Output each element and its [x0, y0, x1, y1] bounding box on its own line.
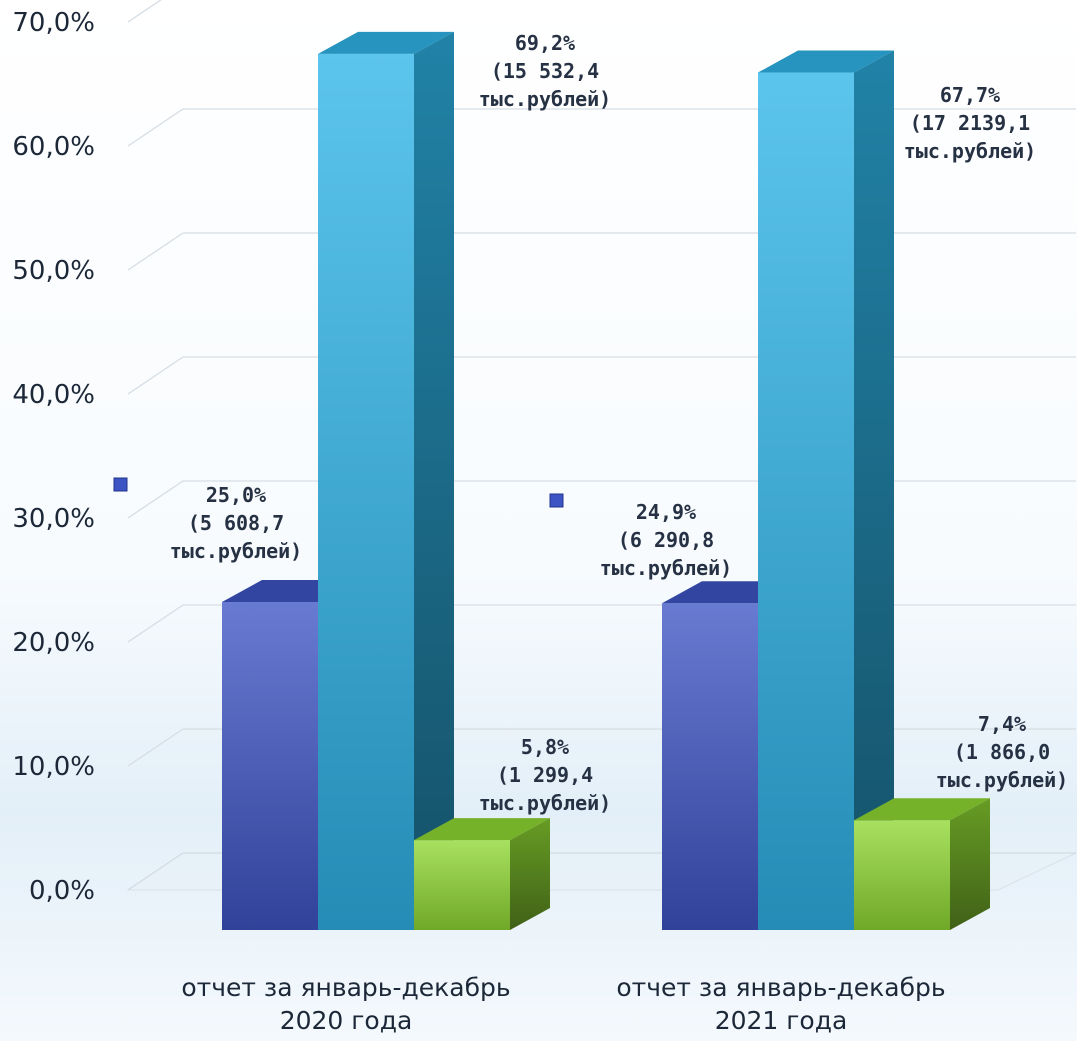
y-tick-label: 20,0%: [12, 628, 95, 658]
legend-marker: [113, 477, 128, 492]
legend-markers: [113, 477, 564, 508]
legend-marker: [549, 493, 564, 508]
bar: [758, 50, 894, 930]
bar-front: [758, 72, 854, 930]
data-label: тыс.рублей): [170, 539, 302, 563]
bars: [222, 31, 990, 931]
gridline-stub: [127, 604, 184, 643]
data-label: 67,7%: [940, 83, 1000, 107]
data-label: тыс.рублей): [479, 791, 611, 815]
data-label: 24,9%: [636, 500, 696, 524]
bar-top: [318, 31, 454, 54]
x-category-label: 2020 года: [280, 1006, 413, 1035]
bar-top: [414, 818, 550, 841]
y-axis: 0,0% 10,0% 20,0% 30,0% 40,0% 50,0% 60,0% 70,0%: [12, 8, 95, 906]
y-tick-label: 30,0%: [12, 504, 95, 534]
gridline-stub: [127, 728, 184, 767]
x-axis: отчет за январь-декабрь 2020 года отчет за…: [181, 973, 945, 1035]
y-tick-label: 70,0%: [12, 8, 95, 38]
data-label: (1 299,4: [497, 763, 593, 787]
data-label: (6 290,8: [618, 528, 714, 552]
x-category-label: отчет за январь-декабрь: [616, 973, 945, 1002]
bar-side: [950, 798, 990, 930]
bar-front: [854, 820, 950, 930]
x-category-label: отчет за январь-декабрь: [181, 973, 510, 1002]
gridline-stub: [127, 108, 184, 147]
data-label: (1 866,0: [954, 740, 1050, 764]
bar: [318, 31, 454, 931]
y-tick-label: 40,0%: [12, 380, 95, 410]
data-label: (17 2139,1: [910, 111, 1030, 135]
data-labels: 25,0% (5 608,7 тыс.рублей) 69,2% (15 532,4 ты…: [170, 31, 1068, 815]
bar-top: [758, 50, 894, 73]
x-category-label: 2021 года: [715, 1006, 848, 1035]
y-tick-label: 60,0%: [12, 132, 95, 162]
bar-front: [222, 602, 318, 930]
bar-front: [318, 53, 414, 931]
data-label: (5 608,7: [188, 511, 284, 535]
gridline-stub: [127, 356, 184, 395]
bar-front: [662, 603, 758, 930]
data-label: тыс.рублей): [904, 139, 1036, 163]
data-label: 69,2%: [515, 31, 575, 55]
y-tick-label: 0,0%: [29, 876, 95, 906]
gridline-stub: [127, 232, 184, 271]
bar: [414, 818, 550, 930]
bar-top: [854, 798, 990, 821]
data-label: тыс.рублей): [479, 87, 611, 111]
data-label: 25,0%: [206, 483, 266, 507]
data-label: 5,8%: [521, 735, 569, 759]
bar-side: [510, 818, 550, 930]
bar-side: [854, 50, 894, 930]
data-label: 7,4%: [978, 712, 1026, 736]
gridline-stub: [127, 480, 184, 519]
gridline-stub: [127, 0, 162, 23]
y-tick-label: 50,0%: [12, 256, 95, 286]
bar-side: [414, 31, 454, 931]
data-label: (15 532,4: [491, 59, 599, 83]
data-label: тыс.рублей): [936, 768, 1068, 792]
bar: [854, 798, 990, 930]
data-label: тыс.рублей): [600, 556, 732, 580]
y-tick-label: 10,0%: [12, 752, 95, 782]
bar-front: [414, 840, 510, 930]
